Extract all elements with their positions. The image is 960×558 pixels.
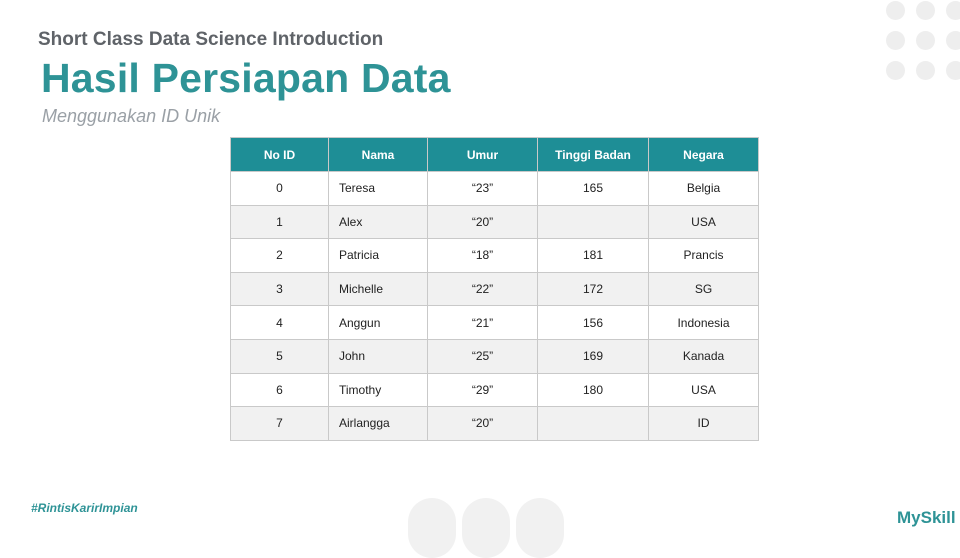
cell-tinggi-badan: 169 bbox=[537, 338, 649, 374]
table-row: 3 Michelle “22” 172 SG bbox=[230, 271, 759, 307]
table-row: 4 Anggun “21” 156 Indonesia bbox=[230, 305, 759, 340]
cell-tinggi-badan: 181 bbox=[537, 238, 649, 273]
cell-no-id: 3 bbox=[230, 271, 329, 307]
cell-no-id: 7 bbox=[230, 406, 329, 441]
cell-nama: Timothy bbox=[328, 372, 428, 408]
cell-tinggi-badan: 156 bbox=[537, 305, 649, 340]
cell-tinggi-badan: 165 bbox=[537, 171, 649, 206]
cell-no-id: 6 bbox=[230, 372, 329, 408]
cell-umur: “22” bbox=[427, 271, 538, 307]
decorative-pills bbox=[408, 498, 564, 558]
column-header: Negara bbox=[648, 137, 759, 172]
cell-negara: SG bbox=[648, 271, 759, 307]
cell-no-id: 0 bbox=[230, 171, 329, 206]
cell-umur: “23” bbox=[427, 171, 538, 206]
decorative-dot-grid bbox=[885, 0, 960, 82]
table-row: 6 Timothy “29” 180 USA bbox=[230, 372, 759, 408]
table-row: 7 Airlangga “20” ID bbox=[230, 406, 759, 441]
column-header: Umur bbox=[427, 137, 538, 172]
cell-nama: John bbox=[328, 338, 428, 374]
cell-no-id: 5 bbox=[230, 338, 329, 374]
column-header: Tinggi Badan bbox=[537, 137, 649, 172]
course-name: Short Class Data Science Introduction bbox=[38, 29, 384, 50]
table-row: 2 Patricia “18” 181 Prancis bbox=[230, 238, 759, 273]
column-header: No ID bbox=[230, 137, 329, 172]
cell-negara: Kanada bbox=[648, 338, 759, 374]
table-header-row: No ID Nama Umur Tinggi Badan Negara bbox=[230, 137, 759, 172]
cell-nama: Anggun bbox=[328, 305, 428, 340]
cell-no-id: 1 bbox=[230, 204, 329, 240]
column-header: Nama bbox=[328, 137, 428, 172]
cell-negara: USA bbox=[648, 372, 759, 408]
cell-nama: Patricia bbox=[328, 238, 428, 273]
cell-negara: Belgia bbox=[648, 171, 759, 206]
cell-negara: Prancis bbox=[648, 238, 759, 273]
cell-no-id: 4 bbox=[230, 305, 329, 340]
cell-umur: “25” bbox=[427, 338, 538, 374]
cell-negara: Indonesia bbox=[648, 305, 759, 340]
cell-nama: Alex bbox=[328, 204, 428, 240]
cell-no-id: 2 bbox=[230, 238, 329, 273]
table-row: 1 Alex “20” USA bbox=[230, 204, 759, 240]
brand-logo: MySkill bbox=[897, 508, 956, 527]
slide-title: Hasil Persiapan Data bbox=[41, 55, 451, 101]
hashtag-text: #RintisKarirImpian bbox=[31, 501, 138, 515]
cell-tinggi-badan bbox=[537, 406, 649, 441]
cell-nama: Airlangga bbox=[328, 406, 428, 441]
table-row: 5 John “25” 169 Kanada bbox=[230, 338, 759, 374]
cell-tinggi-badan bbox=[537, 204, 649, 240]
data-table: No ID Nama Umur Tinggi Badan Negara 0 Te… bbox=[230, 137, 759, 441]
cell-umur: “18” bbox=[427, 238, 538, 273]
cell-umur: “20” bbox=[427, 406, 538, 441]
cell-umur: “20” bbox=[427, 204, 538, 240]
cell-tinggi-badan: 180 bbox=[537, 372, 649, 408]
cell-nama: Teresa bbox=[328, 171, 428, 206]
cell-nama: Michelle bbox=[328, 271, 428, 307]
cell-tinggi-badan: 172 bbox=[537, 271, 649, 307]
table-row: 0 Teresa “23” 165 Belgia bbox=[230, 171, 759, 206]
cell-negara: ID bbox=[648, 406, 759, 441]
slide-subtitle: Menggunakan ID Unik bbox=[42, 106, 221, 126]
cell-umur: “29” bbox=[427, 372, 538, 408]
cell-umur: “21” bbox=[427, 305, 538, 340]
cell-negara: USA bbox=[648, 204, 759, 240]
